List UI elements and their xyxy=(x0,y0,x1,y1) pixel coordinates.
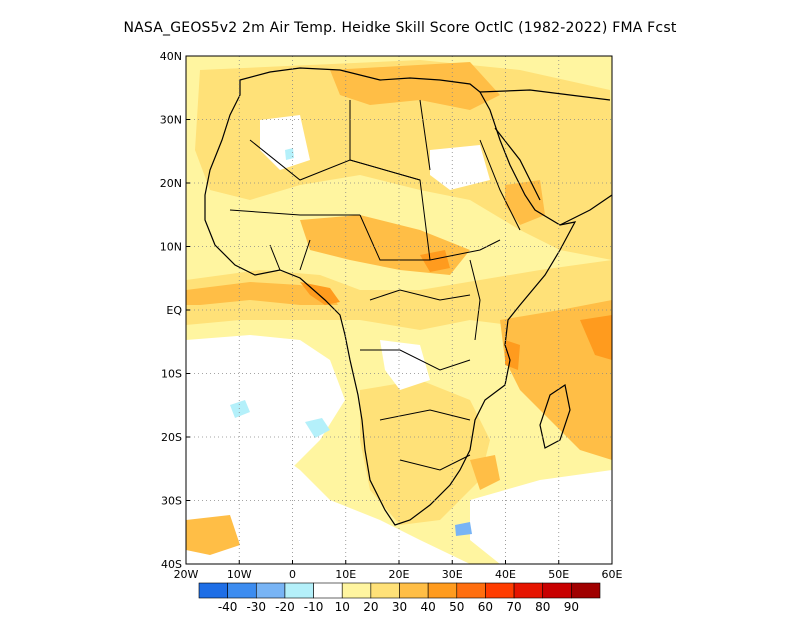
lat-tick-label: 10S xyxy=(161,368,182,381)
colorbar-swatch xyxy=(341,582,372,599)
colorbar-swatch xyxy=(571,582,601,599)
gridlines xyxy=(186,56,612,564)
colorbar-label: -20 xyxy=(275,600,295,614)
colorbar-label: 30 xyxy=(392,600,407,614)
lat-tick-label: 30S xyxy=(161,495,182,508)
colorbar-label: 40 xyxy=(421,600,436,614)
country-borders xyxy=(229,99,521,471)
colorbar-label: 50 xyxy=(449,600,464,614)
colorbar-label: 20 xyxy=(363,600,378,614)
lon-tick-label: 60E xyxy=(602,568,623,581)
colorbar-swatch xyxy=(227,582,257,599)
lat-tick-label: EQ xyxy=(166,304,182,317)
colorbar-label: 60 xyxy=(478,600,493,614)
colorbar-label: 90 xyxy=(564,600,579,614)
lon-tick-label: 30E xyxy=(442,568,463,581)
lon-tick-label: 20W xyxy=(174,568,199,581)
lon-tick-label: 20E xyxy=(389,568,410,581)
colorbar-swatch xyxy=(542,582,572,599)
colorbar-swatch xyxy=(399,582,429,599)
lon-tick-label: 10E xyxy=(335,568,356,581)
lat-tick-label: 20S xyxy=(161,431,182,444)
coastlines xyxy=(204,67,612,526)
colorbar-swatch xyxy=(370,582,400,599)
lon-tick-label: 40E xyxy=(495,568,516,581)
colorbar-swatch xyxy=(284,582,314,599)
colorbar-label: 70 xyxy=(506,600,521,614)
colorbar-swatch xyxy=(513,582,544,599)
colorbar-label: 10 xyxy=(335,600,350,614)
colorbar-swatch xyxy=(427,582,458,599)
colorbar-swatch xyxy=(198,582,228,599)
colorbar-label: -40 xyxy=(218,600,238,614)
lat-tick-label: 30N xyxy=(160,114,182,127)
colorbar-swatch xyxy=(485,582,515,599)
colorbar: -40 -30 -20 -10 10 20 30 40 50 60 70 80 90 xyxy=(198,582,601,614)
lon-ticks: 20W 10W 0 10E 20E 30E 40E 50E 60E xyxy=(174,560,623,581)
colorbar-label: -10 xyxy=(304,600,324,614)
colorbar-swatch xyxy=(255,582,286,599)
lon-tick-label: 50E xyxy=(548,568,569,581)
lon-tick-label: 10W xyxy=(227,568,252,581)
lon-tick-label: 0 xyxy=(289,568,296,581)
colorbar-label: -30 xyxy=(246,600,266,614)
lat-tick-label: 20N xyxy=(160,177,182,190)
colorbar-swatch xyxy=(313,582,343,599)
lat-tick-label: 40N xyxy=(160,50,182,63)
lat-tick-label: 10N xyxy=(160,241,182,254)
colorbar-swatch xyxy=(456,582,486,599)
lat-tick-label: 40S xyxy=(161,558,182,571)
colorbar-label: 80 xyxy=(535,600,550,614)
lat-ticks: 40N 30N 20N 10N EQ 10S 20S 30S 40S xyxy=(160,50,190,571)
map-title: NASA_GEOS5v2 2m Air Temp. Heidke Skill S… xyxy=(123,20,677,36)
